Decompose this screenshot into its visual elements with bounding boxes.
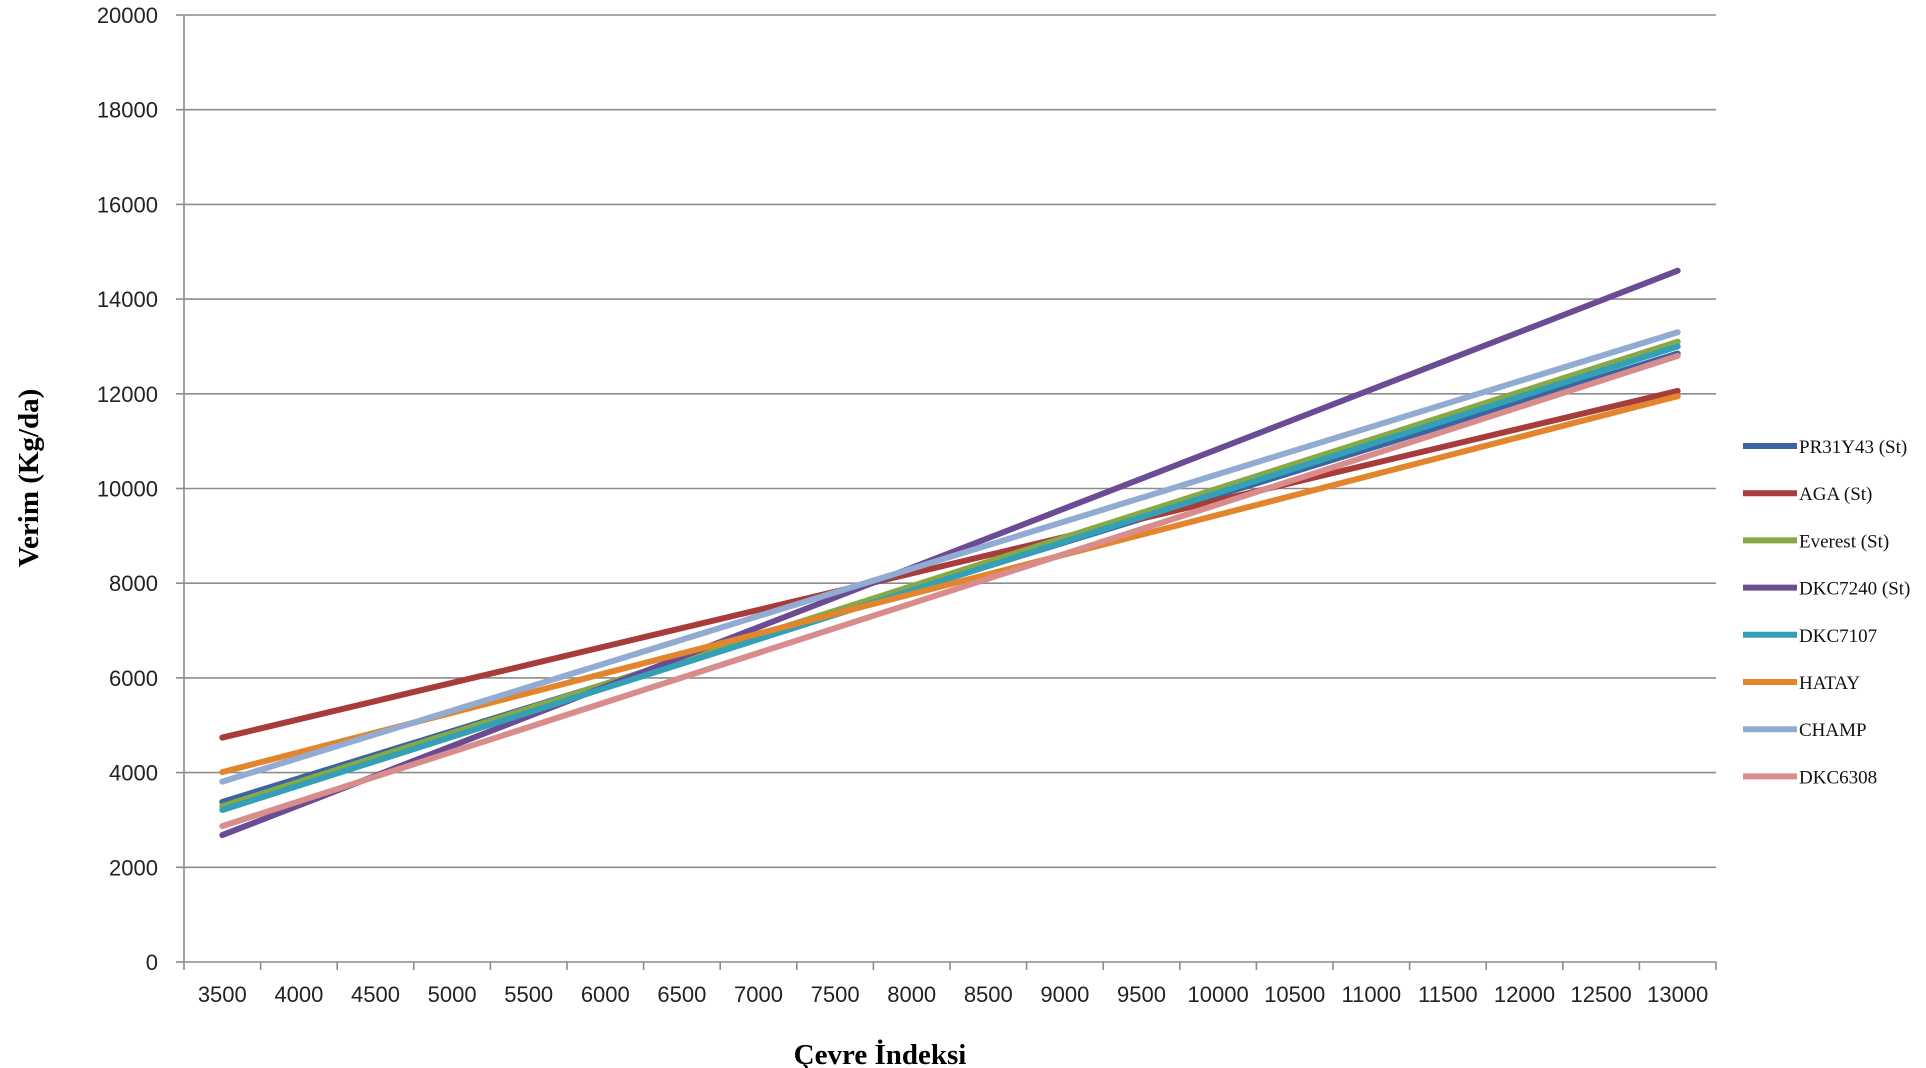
x-tick-label: 4500 (351, 982, 400, 1007)
x-tick-label: 8500 (964, 982, 1013, 1007)
series-line (219, 267, 1681, 839)
x-tick-label: 11500 (1418, 982, 1478, 1007)
y-tick-label: 16000 (97, 192, 158, 217)
x-tick-label: 11000 (1342, 982, 1402, 1007)
x-tick-label: 3500 (198, 982, 247, 1007)
y-tick-label: 12000 (97, 382, 158, 407)
x-tick-label: 7000 (734, 982, 783, 1007)
series-line (219, 352, 1681, 830)
y-tick-label: 2000 (109, 855, 158, 880)
legend-label: AGA (St) (1799, 484, 1872, 505)
x-tick-label: 6500 (657, 982, 706, 1007)
x-tick-label: 13000 (1647, 982, 1708, 1007)
x-tick-label: 12500 (1571, 982, 1632, 1007)
legend-label: PR31Y43 (St) (1799, 437, 1907, 458)
x-tick-label: 9000 (1040, 982, 1089, 1007)
x-tick-label: 9500 (1117, 982, 1166, 1007)
y-tick-label: 10000 (97, 477, 158, 502)
series-line (219, 338, 1681, 810)
legend-label: DKC7107 (1799, 626, 1877, 647)
gridlines (184, 14, 1716, 869)
y-tick-label: 14000 (97, 287, 158, 312)
x-tick-label: 7500 (811, 982, 860, 1007)
x-tick-label: 4000 (274, 982, 323, 1007)
series-line (219, 329, 1681, 785)
x-tick-label: 12000 (1494, 982, 1555, 1007)
x-tick-label: 8000 (887, 982, 936, 1007)
x-tick-label: 10000 (1188, 982, 1249, 1007)
legend-label: DKC6308 (1799, 767, 1877, 788)
x-axis-ticks: 3500 4000 4500 5000 5500 6000 6500 7000 7500 8000… (183, 962, 1717, 1007)
legend-label: HATAY (1799, 673, 1860, 694)
series-line (219, 387, 1681, 741)
series-lines (219, 267, 1681, 839)
x-tick-label: 6000 (581, 982, 630, 1007)
y-tick-label: 18000 (97, 98, 158, 123)
x-axis-title: Çevre İndeksi (794, 1038, 967, 1068)
series-line (219, 343, 1681, 814)
legend-label: CHAMP (1799, 720, 1867, 741)
y-tick-label: 0 (146, 950, 158, 975)
x-tick-label: 10500 (1264, 982, 1325, 1007)
y-axis-ticks: 0 2000 4000 6000 8000 10000 12000 14000 16000 180… (97, 3, 184, 975)
legend-label: DKC7240 (St) (1799, 579, 1910, 600)
legend-label: Everest (St) (1799, 531, 1889, 552)
legend: PR31Y43 (St) AGA (St) Everest (St) DKC7240 … (1743, 437, 1910, 788)
y-tick-label: 4000 (109, 761, 158, 786)
y-tick-label: 6000 (109, 666, 158, 691)
x-tick-label: 5500 (504, 982, 553, 1007)
y-axis-title: Verim (Kg/da) (13, 389, 45, 568)
y-tick-label: 20000 (97, 3, 158, 28)
x-tick-label: 5000 (428, 982, 477, 1007)
y-tick-label: 8000 (109, 571, 158, 596)
